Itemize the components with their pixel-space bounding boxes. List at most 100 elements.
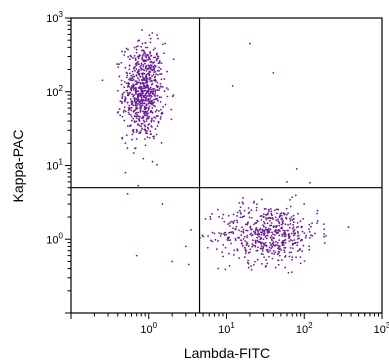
data-point (133, 121, 136, 123)
data-point (142, 157, 145, 160)
data-point (135, 131, 138, 133)
data-point (303, 232, 306, 235)
data-point (121, 102, 123, 104)
data-point (266, 262, 269, 265)
data-point (247, 262, 250, 265)
data-point (252, 244, 255, 247)
data-point (170, 108, 173, 111)
data-point (149, 97, 152, 99)
y-tick-label: 100 (46, 231, 63, 246)
data-point (164, 103, 167, 106)
data-point (141, 127, 144, 130)
data-point (222, 243, 225, 246)
data-point (246, 222, 249, 225)
data-point (323, 242, 326, 244)
data-point (150, 94, 152, 97)
data-point (232, 232, 235, 235)
data-point (128, 85, 131, 88)
data-point (322, 223, 325, 226)
data-point (152, 65, 155, 68)
data-point (277, 220, 280, 222)
data-point (254, 232, 257, 235)
data-point (171, 95, 174, 98)
data-point (116, 63, 119, 65)
data-point (268, 246, 271, 249)
data-point (141, 42, 144, 45)
data-point (282, 229, 284, 232)
data-point (145, 56, 148, 59)
data-point (298, 249, 301, 252)
data-point (152, 120, 155, 122)
data-point (143, 69, 146, 72)
data-point (275, 212, 278, 215)
data-point (272, 244, 275, 247)
data-point (295, 167, 298, 170)
data-point (272, 72, 275, 74)
data-point (154, 47, 156, 50)
data-point (150, 100, 153, 103)
data-point (128, 113, 131, 116)
data-point (282, 241, 285, 243)
data-point (293, 229, 296, 231)
data-point (284, 241, 287, 244)
data-point (140, 85, 143, 88)
data-point (132, 56, 134, 59)
data-point (146, 90, 149, 93)
data-point (292, 218, 295, 221)
data-point (149, 52, 151, 55)
data-point (133, 115, 136, 118)
data-point (247, 245, 250, 247)
data-point (134, 80, 137, 83)
data-point (259, 241, 262, 244)
data-point (246, 236, 248, 239)
data-point (121, 93, 124, 95)
data-point (224, 234, 226, 237)
data-point (142, 94, 145, 97)
data-point (142, 65, 145, 68)
data-point (275, 208, 278, 211)
data-point (156, 86, 159, 88)
data-point (264, 241, 267, 244)
data-point (265, 237, 268, 240)
data-point (288, 240, 291, 243)
data-point (158, 89, 160, 92)
data-point (265, 228, 268, 231)
data-point (278, 254, 281, 257)
data-point (142, 53, 145, 56)
data-point (121, 115, 124, 118)
data-point (236, 221, 239, 224)
data-point (134, 83, 137, 86)
data-point (283, 234, 286, 236)
data-point (218, 215, 221, 218)
data-point (268, 224, 271, 227)
data-point (144, 67, 147, 70)
data-point (142, 119, 145, 122)
data-point (260, 247, 263, 250)
data-point (131, 138, 133, 141)
data-point (144, 89, 147, 92)
data-point (126, 72, 128, 75)
data-point (139, 111, 142, 113)
data-point (261, 228, 264, 231)
data-point (156, 34, 158, 36)
data-point (244, 248, 247, 251)
data-point (291, 256, 294, 258)
data-point (299, 262, 302, 265)
data-point (140, 125, 143, 128)
data-point (133, 94, 136, 97)
data-point (250, 216, 253, 219)
data-point (140, 93, 143, 96)
data-point (274, 266, 277, 269)
data-point (148, 34, 151, 37)
data-point (151, 32, 154, 34)
data-point (150, 102, 153, 105)
data-point (292, 226, 295, 229)
data-point (218, 232, 220, 234)
data-point (150, 120, 153, 123)
data-point (156, 73, 159, 76)
data-point (265, 234, 268, 237)
data-point (146, 78, 149, 81)
data-point (297, 225, 299, 228)
data-point (272, 226, 275, 228)
data-point (144, 54, 147, 57)
